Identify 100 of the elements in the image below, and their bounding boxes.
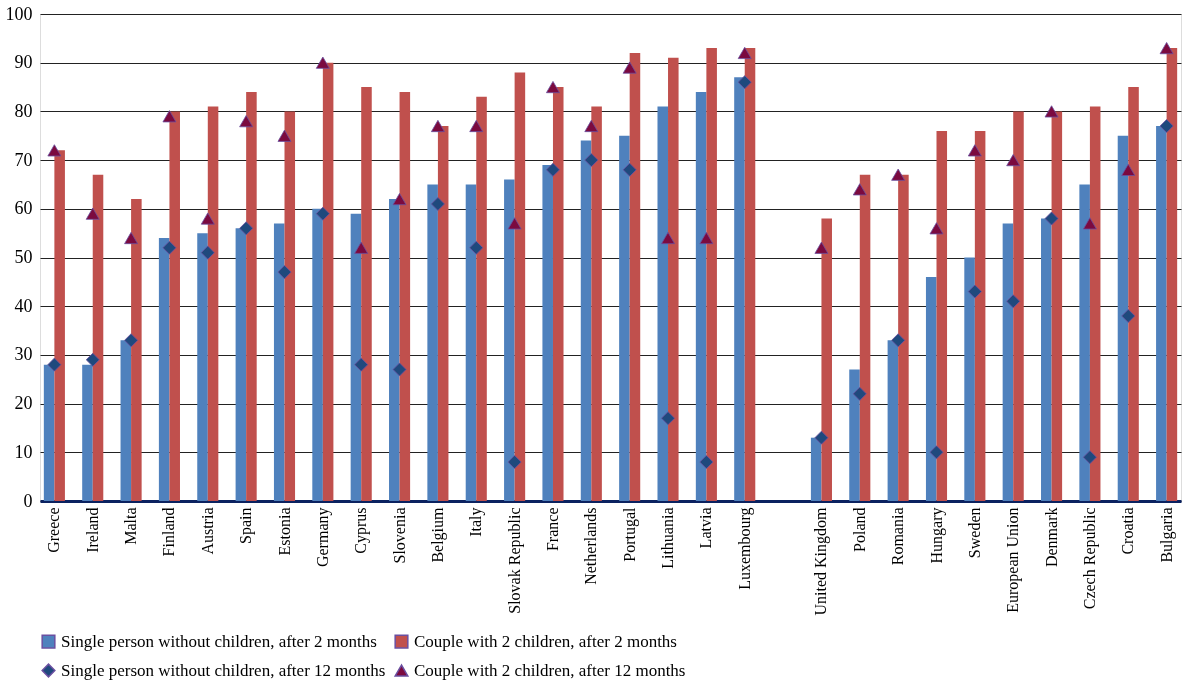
x-tick-label: Denmark [1042, 507, 1060, 568]
bar [936, 130, 948, 501]
bar [744, 48, 756, 501]
bar [427, 184, 438, 501]
point [315, 206, 330, 221]
x-tick-label: Lithuania [659, 507, 677, 569]
point [1082, 450, 1097, 465]
point [392, 362, 407, 377]
point [430, 119, 445, 133]
point [507, 455, 522, 469]
point [1006, 294, 1021, 309]
bar [312, 208, 323, 501]
point [699, 455, 714, 469]
bar [580, 140, 592, 501]
bar [207, 106, 219, 501]
bar [43, 364, 55, 501]
x-tick-label: Poland [850, 507, 868, 552]
y-tick-label: 0 [23, 490, 33, 511]
bar [169, 111, 180, 501]
point [891, 333, 906, 348]
x-tick-label: Croatia [1119, 507, 1137, 555]
bar [131, 199, 142, 501]
x-tick-label: France [543, 507, 561, 552]
point [85, 352, 100, 367]
point [622, 162, 637, 177]
point [546, 162, 560, 177]
point [929, 445, 944, 460]
bar [1117, 135, 1129, 501]
point [239, 221, 254, 236]
bar [810, 437, 822, 501]
bar [399, 91, 411, 501]
point [891, 168, 906, 181]
point [814, 241, 829, 254]
bar [1051, 111, 1063, 501]
y-tick-label: 100 [5, 3, 33, 24]
y-tick-label: 20 [14, 393, 33, 414]
bar [82, 364, 93, 501]
bar [273, 223, 285, 501]
bar [361, 87, 372, 501]
bar [1128, 87, 1139, 501]
point [584, 153, 599, 168]
bar [849, 369, 860, 501]
y-tick-label: 80 [14, 100, 33, 121]
legend-label: Couple with 2 children, after 2 months [414, 631, 677, 651]
x-tick-label: Italy [467, 507, 486, 537]
bar [1079, 184, 1090, 501]
point [162, 240, 177, 255]
bar [246, 91, 257, 501]
x-tick-label: Latvia [697, 507, 715, 549]
y-tick-label: 70 [14, 149, 33, 170]
bar [887, 340, 899, 501]
point [124, 231, 139, 245]
point [967, 284, 982, 299]
bar [1089, 106, 1101, 501]
y-tick-label: 30 [14, 344, 33, 365]
legend-label: Couple with 2 children, after 12 months [414, 660, 686, 680]
bar [542, 164, 553, 501]
point [1121, 309, 1136, 323]
bar [695, 91, 707, 501]
x-tick-label: Slovenia [390, 507, 408, 564]
point [852, 386, 867, 401]
bar [92, 174, 104, 501]
point [507, 217, 522, 230]
point [200, 245, 215, 260]
point [200, 212, 215, 225]
x-tick-label: Bulgaria [1157, 507, 1176, 563]
bar [54, 150, 65, 501]
x-tick-label: Hungary [927, 507, 946, 564]
point [1159, 119, 1174, 133]
x-tick-label: Romania [889, 507, 907, 566]
bar [1166, 48, 1178, 501]
bar [821, 218, 832, 501]
bar [504, 179, 515, 501]
point [546, 81, 560, 94]
bar [465, 184, 477, 501]
bar [629, 52, 641, 501]
x-tick-label: Germany [313, 507, 332, 568]
bar [1156, 126, 1167, 501]
point [469, 119, 484, 133]
x-tick-label: Austria [198, 507, 216, 555]
point [584, 119, 599, 133]
y-tick-label: 60 [14, 198, 33, 219]
bar [514, 72, 526, 501]
bar [619, 135, 630, 501]
bar [350, 213, 362, 501]
point [124, 333, 139, 348]
x-tick-label: Czech Republic [1080, 507, 1099, 610]
y-tick-label: 50 [14, 247, 33, 267]
bar [1013, 111, 1024, 501]
point [1044, 105, 1059, 118]
x-tick-label: Cyprus [352, 507, 371, 554]
point [814, 430, 829, 445]
y-tick-label: 10 [14, 441, 33, 462]
bar [552, 87, 564, 501]
point [929, 222, 944, 235]
point [737, 75, 752, 90]
point [430, 197, 445, 211]
bar [389, 199, 400, 501]
bar [964, 257, 975, 501]
bar [734, 77, 745, 501]
